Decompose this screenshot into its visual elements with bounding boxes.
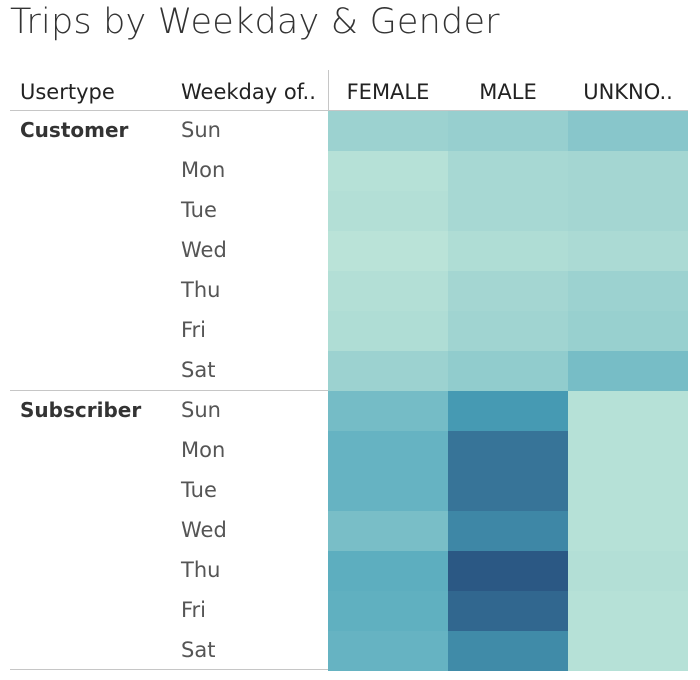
subscriber-day-sun: Sun bbox=[181, 398, 221, 422]
group-label-customer: Customer bbox=[20, 118, 129, 142]
cell-subscriber-wed-female bbox=[328, 511, 448, 551]
cell-customer-sat-female bbox=[328, 351, 448, 391]
header-divider bbox=[10, 110, 688, 111]
cell-customer-tue-unkno bbox=[568, 191, 688, 231]
customer-day-mon: Mon bbox=[181, 158, 226, 182]
cell-subscriber-fri-unkno bbox=[568, 591, 688, 631]
cell-customer-thu-male bbox=[448, 271, 568, 311]
cell-subscriber-sat-female bbox=[328, 631, 448, 671]
cell-customer-tue-male bbox=[448, 191, 568, 231]
subscriber-day-fri: Fri bbox=[181, 598, 207, 622]
cell-subscriber-tue-male bbox=[448, 471, 568, 511]
column-header-female: FEMALE bbox=[346, 80, 430, 104]
customer-day-sun: Sun bbox=[181, 118, 221, 142]
cell-customer-mon-female bbox=[328, 151, 448, 191]
cell-subscriber-thu-male bbox=[448, 551, 568, 591]
cell-customer-sun-female bbox=[328, 111, 448, 151]
subscriber-day-mon: Mon bbox=[181, 438, 226, 462]
cell-customer-sun-male bbox=[448, 111, 568, 151]
customer-day-sat: Sat bbox=[181, 358, 216, 382]
customer-day-wed: Wed bbox=[181, 238, 227, 262]
cell-customer-tue-female bbox=[328, 191, 448, 231]
cell-customer-mon-unkno bbox=[568, 151, 688, 191]
cell-customer-wed-female bbox=[328, 231, 448, 271]
group-label-subscriber: Subscriber bbox=[20, 398, 142, 422]
cell-customer-thu-female bbox=[328, 271, 448, 311]
subscriber-day-thu: Thu bbox=[181, 558, 221, 582]
customer-day-tue: Tue bbox=[181, 198, 217, 222]
cell-subscriber-tue-female bbox=[328, 471, 448, 511]
cell-subscriber-sat-unkno bbox=[568, 631, 688, 671]
cell-customer-wed-male bbox=[448, 231, 568, 271]
chart-title: Trips by Weekday & Gender bbox=[10, 2, 500, 42]
column-divider bbox=[328, 70, 329, 111]
cell-subscriber-sat-male bbox=[448, 631, 568, 671]
cell-subscriber-thu-unkno bbox=[568, 551, 688, 591]
header-usertype: Usertype bbox=[20, 80, 115, 104]
subscriber-day-sat: Sat bbox=[181, 638, 216, 662]
cell-customer-sat-male bbox=[448, 351, 568, 391]
cell-customer-fri-female bbox=[328, 311, 448, 351]
cell-customer-sat-unkno bbox=[568, 351, 688, 391]
cell-customer-fri-unkno bbox=[568, 311, 688, 351]
header-weekday: Weekday of.. bbox=[181, 80, 316, 104]
column-header-unknown: UNKNO.. bbox=[583, 80, 673, 104]
cell-subscriber-sun-female bbox=[328, 391, 448, 431]
cell-subscriber-fri-male bbox=[448, 591, 568, 631]
cell-subscriber-sun-male bbox=[448, 391, 568, 431]
customer-day-thu: Thu bbox=[181, 278, 221, 302]
cell-subscriber-wed-male bbox=[448, 511, 568, 551]
cell-subscriber-tue-unkno bbox=[568, 471, 688, 511]
cell-customer-fri-male bbox=[448, 311, 568, 351]
cell-subscriber-fri-female bbox=[328, 591, 448, 631]
cell-customer-mon-male bbox=[448, 151, 568, 191]
cell-subscriber-mon-female bbox=[328, 431, 448, 471]
cell-customer-thu-unkno bbox=[568, 271, 688, 311]
customer-day-fri: Fri bbox=[181, 318, 207, 342]
column-header-male: MALE bbox=[479, 80, 537, 104]
cell-customer-sun-unkno bbox=[568, 111, 688, 151]
cell-subscriber-mon-unkno bbox=[568, 431, 688, 471]
cell-customer-wed-unkno bbox=[568, 231, 688, 271]
cell-subscriber-sun-unkno bbox=[568, 391, 688, 431]
cell-subscriber-wed-unkno bbox=[568, 511, 688, 551]
subscriber-day-wed: Wed bbox=[181, 518, 227, 542]
cell-subscriber-mon-male bbox=[448, 431, 568, 471]
subscriber-day-tue: Tue bbox=[181, 478, 217, 502]
cell-subscriber-thu-female bbox=[328, 551, 448, 591]
